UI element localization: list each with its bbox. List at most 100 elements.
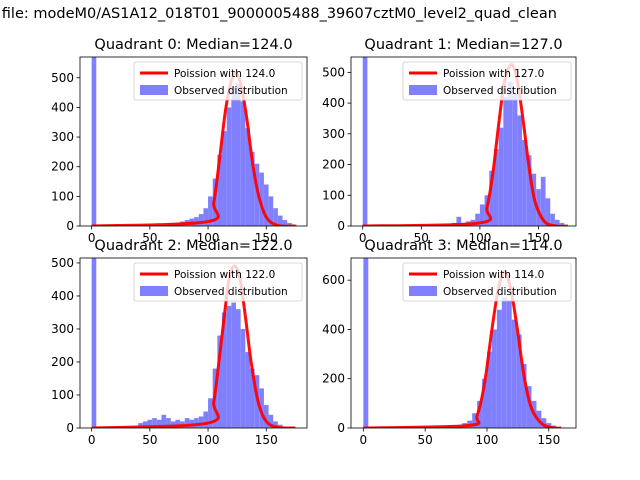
plot-area [91, 258, 296, 428]
histogram-bar [268, 196, 274, 226]
legend-frame [133, 262, 303, 302]
histogram-bar [456, 216, 462, 226]
histogram-bar [496, 309, 502, 428]
y-tick-label: 100 [51, 189, 74, 203]
histogram-bar [147, 419, 153, 428]
histogram-bar [231, 86, 236, 226]
histogram-bar [91, 258, 97, 428]
histogram-bar [263, 404, 269, 428]
x-tick-label: 150 [255, 231, 278, 245]
y-tick-label: 300 [51, 130, 74, 144]
histogram-bar [249, 151, 255, 226]
y-tick-label: 0 [337, 219, 345, 233]
histogram-bar [501, 297, 507, 428]
x-tick-label: 0 [359, 231, 367, 245]
histogram-bar [362, 57, 368, 226]
histogram-bar [245, 128, 250, 226]
histogram-bar [198, 416, 204, 428]
histogram-bar [231, 302, 236, 428]
histogram-bar [287, 223, 292, 226]
histogram-bar [526, 155, 532, 226]
histogram-bar [512, 93, 518, 226]
legend-frame [133, 61, 303, 101]
y-tick-label: 0 [337, 421, 345, 435]
legend-frame [402, 262, 572, 302]
histogram-bar [263, 184, 269, 226]
y-tick-label: 200 [322, 158, 345, 172]
legend-label-observed: Observed distribution [174, 85, 288, 97]
legend-label-poisson: Poission with 122.0 [174, 269, 275, 281]
histogram-bar [222, 131, 227, 226]
histogram-bar [184, 418, 190, 428]
x-tick-label: 50 [414, 231, 429, 245]
subplot-quadrant-2: Quadrant 2: Median=122.0 0 50 100 150 0 100 200… [51, 238, 308, 447]
histogram-bar [217, 154, 223, 226]
histogram-bar [503, 96, 509, 226]
subplot-title: Quadrant 3: Median=114.0 [364, 238, 562, 254]
histogram-bar [198, 214, 204, 226]
subplot-quadrant-3: Quadrant 3: Median=114.0 0 50 100 150 0 200 400… [322, 238, 577, 447]
histogram-bar [540, 176, 546, 226]
histogram-bar [226, 107, 232, 226]
x-tick-label: 50 [142, 433, 157, 447]
histogram-bar [235, 83, 241, 226]
legend: Poission with 114.0 Observed distribution [402, 262, 572, 302]
y-tick-label: 500 [51, 256, 74, 270]
x-tick-label: 100 [468, 231, 491, 245]
histogram-bar [142, 421, 148, 428]
histogram-bar [203, 411, 209, 428]
plot-area [91, 57, 297, 226]
histogram-bar [175, 419, 181, 428]
histogram-bar [208, 398, 213, 428]
histogram-bar [522, 139, 527, 226]
legend-label-poisson: Poission with 114.0 [443, 269, 544, 281]
histogram-bar [235, 309, 241, 428]
y-tick-label: 400 [51, 100, 74, 114]
legend: Poission with 124.0 Observed distribution [133, 61, 303, 101]
legend-bar-swatch [140, 85, 168, 95]
y-tick-label: 0 [66, 421, 74, 435]
histogram-bar [273, 208, 278, 226]
histogram-bar [554, 219, 560, 226]
subplot-title: Quadrant 0: Median=124.0 [94, 37, 292, 53]
y-tick-label: 500 [51, 71, 74, 85]
histogram-bar [498, 127, 504, 226]
histogram-bar [277, 215, 283, 226]
x-tick-label: 50 [418, 433, 433, 447]
figure-suptitle: n file: modeM0/AS1A12_018T01_9000005488_… [0, 6, 640, 32]
legend-label-observed: Observed distribution [443, 286, 557, 298]
x-tick-label: 100 [476, 433, 499, 447]
histogram-bar [516, 334, 522, 428]
axes-frame [79, 56, 308, 227]
x-tick-label: 150 [537, 433, 560, 447]
histogram-bar [240, 328, 246, 428]
histogram-bar [363, 258, 369, 428]
histogram-bar [541, 418, 547, 428]
histogram-bar [482, 378, 487, 428]
axes-frame [79, 257, 308, 429]
histogram-bar [508, 81, 513, 226]
subplot-quadrant-0: Quadrant 0: Median=124.0 0 50 100 150 0 100 200… [51, 37, 308, 245]
y-tick-label: 200 [51, 355, 74, 369]
y-tick-label: 400 [322, 96, 345, 110]
histogram-bar [268, 414, 274, 428]
histogram-bar [222, 312, 227, 428]
subplot-title: Quadrant 2: Median=122.0 [94, 238, 292, 254]
y-tick-label: 500 [322, 65, 345, 79]
legend-label-poisson: Poission with 124.0 [174, 68, 275, 80]
histogram-bar [479, 204, 485, 226]
suptitle-text: n file: modeM0/AS1A12_018T01_9000005488_… [0, 6, 557, 22]
subplot-title: Quadrant 1: Median=127.0 [364, 37, 562, 53]
y-tick-label: 400 [51, 289, 74, 303]
histogram-bar [161, 414, 167, 428]
histogram-bar [475, 213, 480, 226]
legend: Poission with 122.0 Observed distribution [133, 262, 303, 302]
histogram-bar [511, 319, 517, 428]
plot-area [362, 57, 568, 226]
histogram-bar [259, 388, 264, 428]
y-tick-label: 100 [322, 188, 345, 202]
histogram-bar [491, 329, 497, 428]
x-tick-label: 0 [360, 433, 368, 447]
legend-label-poisson: Poission with 127.0 [443, 68, 544, 80]
histogram-bar [91, 57, 97, 226]
